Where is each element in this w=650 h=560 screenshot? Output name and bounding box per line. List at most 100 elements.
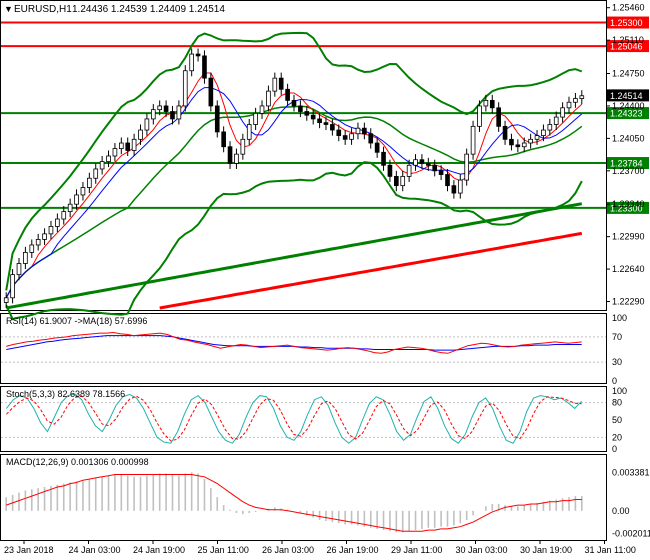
candle-body [483, 99, 489, 107]
level-tag-1: 1.25046 [607, 40, 649, 53]
candle-body [16, 263, 22, 276]
macd-tick-label: 0.003381 [612, 467, 650, 477]
ma-fast-a [5, 72, 583, 299]
candle [451, 180, 457, 199]
candle-body [553, 116, 559, 125]
candle-body [157, 105, 163, 111]
price-tick-label: 1.23700 [612, 166, 645, 176]
candle [16, 257, 22, 281]
candle-body [304, 111, 310, 116]
current-price-tag: 1.24514 [607, 89, 649, 102]
candle-body [23, 251, 28, 264]
x-tick-label: 31 Jan 11:00 [585, 545, 636, 555]
candle [413, 154, 418, 171]
candle [227, 141, 233, 169]
candle-body [74, 194, 79, 205]
header-ohlc: 1.24436 1.24539 1.24409 1.24514 [72, 4, 225, 15]
x-tick-label: 30 Jan 03:00 [456, 545, 508, 555]
candle-body [106, 155, 111, 162]
candle [246, 118, 252, 145]
candle [502, 120, 508, 145]
candle-body [170, 111, 175, 120]
candle-body [285, 88, 290, 101]
candle-body [144, 118, 150, 131]
rsi-tick-label: 30 [612, 357, 622, 367]
candle [534, 130, 540, 145]
candle [35, 233, 41, 251]
candle [291, 94, 297, 112]
candle [87, 172, 92, 194]
candle-body [176, 105, 182, 120]
candle-body [246, 124, 252, 140]
level-tag-bg [607, 40, 649, 53]
candle [330, 118, 335, 136]
candle-body [330, 124, 335, 131]
rsi-tick-label: 0 [612, 376, 617, 386]
candle-body [93, 168, 99, 179]
price-tick-label: 1.22640 [612, 264, 645, 274]
candle-body [425, 163, 431, 166]
candle [195, 48, 201, 62]
bollinger-lower [5, 161, 583, 321]
candle-body [438, 170, 444, 175]
level-tag-label: 1.24323 [610, 109, 643, 119]
candle-body [317, 118, 322, 124]
rsi-plot [1, 331, 606, 363]
candle [74, 189, 79, 210]
candle-body [291, 99, 297, 107]
candle [99, 156, 105, 175]
candle-body [182, 70, 188, 107]
candle-body [573, 98, 578, 103]
candle [278, 72, 284, 95]
candle-body [163, 105, 169, 112]
candle-body [336, 129, 342, 137]
level-tag-label: 1.23784 [610, 159, 643, 169]
candle [323, 117, 329, 131]
candle-body [560, 107, 565, 118]
candle-body [259, 105, 265, 114]
price-tick-label: 1.25460 [612, 3, 645, 13]
candle [445, 168, 450, 192]
candle [42, 228, 47, 245]
candle-body [119, 142, 124, 149]
candle [176, 100, 182, 125]
candle [106, 150, 111, 168]
candle [170, 105, 175, 125]
macd-signal-line [6, 474, 582, 532]
candle [400, 170, 406, 192]
stoch-tick-label: 20 [612, 432, 622, 442]
candle-body [502, 125, 508, 140]
candle-body [400, 175, 406, 187]
candle [336, 124, 342, 142]
candle-body [432, 164, 438, 172]
candle [521, 137, 527, 153]
candle-body [509, 138, 514, 146]
level-tag-4: 1.23300 [607, 201, 649, 214]
candle-body [266, 90, 271, 107]
candle-body [150, 109, 156, 120]
candle-body [451, 185, 457, 194]
candle [425, 157, 431, 171]
candle-body [387, 164, 393, 177]
x-tick-label: 29 Jan 11:00 [391, 545, 442, 555]
candle [80, 181, 86, 201]
candle [496, 102, 501, 132]
x-tick-label: 26 Jan 03:00 [262, 545, 314, 555]
candle-body [61, 211, 67, 220]
x-tick-label: 26 Jan 19:00 [327, 545, 379, 555]
stoch-tick-label: 0 [612, 444, 617, 454]
candle-body [131, 138, 137, 151]
ma-fast-b [5, 87, 583, 299]
candle-body [368, 133, 374, 144]
candle-body [496, 107, 501, 127]
candle [374, 137, 380, 158]
candle [150, 104, 156, 125]
candle [342, 130, 348, 145]
candle [189, 48, 194, 77]
stoch-panel [0, 386, 607, 452]
candle-body [566, 101, 572, 109]
level-tag-label: 1.23300 [610, 203, 643, 213]
candle-body [42, 233, 47, 240]
ma-slower [159, 231, 583, 310]
